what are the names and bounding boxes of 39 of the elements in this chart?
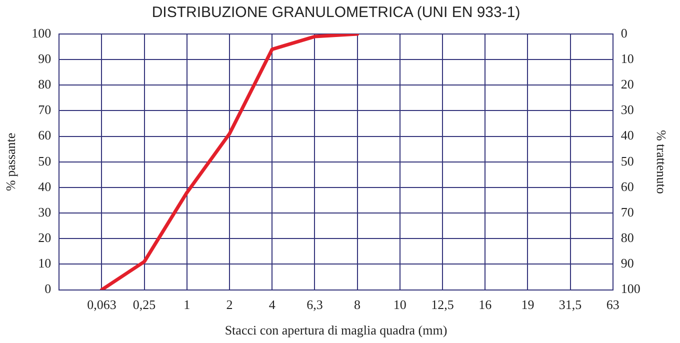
y-tick-label: 10	[38, 256, 52, 271]
y-tick-label: 50	[38, 153, 52, 168]
x-tick-label: 2	[226, 297, 233, 312]
y2-tick-label: 0	[620, 25, 628, 40]
y2-tick-label: 10	[620, 51, 634, 66]
x-tick-label: 8	[354, 297, 361, 312]
x-tick-label: 19	[521, 297, 534, 312]
y-tick-label: 100	[32, 25, 52, 40]
x-tick-label: 6,3	[306, 297, 323, 312]
y2-axis-title: % trattenuto	[654, 130, 669, 194]
y2-tick-label: 60	[620, 178, 634, 194]
y2-tick-label: 90	[620, 256, 634, 271]
y-tick-label: 60	[38, 128, 52, 143]
x-axis-title: Stacci con apertura di maglia quadra (mm)	[224, 322, 448, 338]
y2-tick-label: 40	[620, 128, 634, 143]
x-tick-label: 0,063	[87, 297, 116, 312]
x-tick-label: 1	[184, 297, 190, 312]
y-tick-label: 80	[38, 76, 52, 92]
x-tick-label: 31,5	[558, 297, 582, 312]
chart-title: DISTRIBUZIONE GRANULOMETRICA (UNI EN 933-1)	[152, 4, 520, 22]
x-tick-label: 12,5	[431, 297, 454, 312]
y2-tick-label: 20	[620, 76, 634, 92]
y2-tick-label: 100	[620, 281, 640, 296]
y2-tick-label: 70	[620, 204, 634, 220]
y-tick-label: 40	[38, 178, 52, 194]
y-tick-label: 70	[38, 102, 52, 118]
x-tick-label: 16	[478, 297, 492, 312]
x-tick-label: 4	[268, 297, 276, 312]
y2-tick-label: 80	[620, 230, 634, 246]
x-tick-label: 0,25	[132, 297, 156, 312]
y2-tick-label: 50	[620, 153, 634, 168]
y2-tick-label: 30	[620, 102, 634, 118]
y-tick-label: 30	[38, 204, 52, 220]
x-tick-label: 10	[393, 297, 406, 312]
y-tick-label: 90	[38, 51, 52, 66]
x-tick-label: 63	[606, 297, 620, 312]
y-tick-label: 0	[44, 281, 52, 296]
y-axis-title: % passante	[3, 132, 18, 191]
y-tick-label: 20	[38, 230, 52, 246]
